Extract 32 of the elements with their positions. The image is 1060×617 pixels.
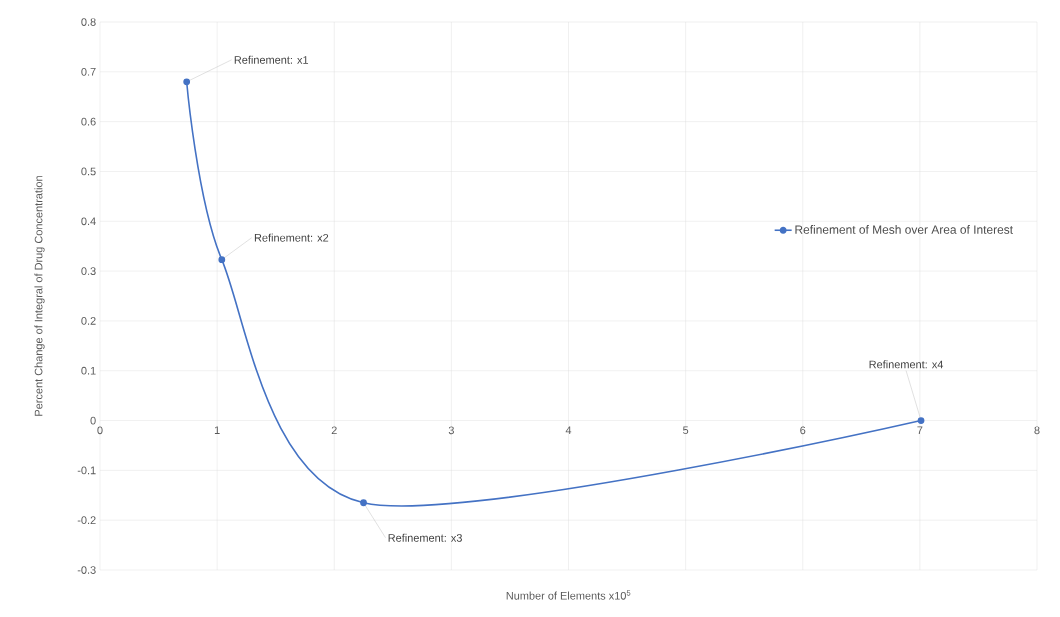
y-tick-label: -0.3 (77, 566, 96, 574)
annotation: Refinement: x3 (388, 533, 462, 542)
y-tick-label: 0.7 (81, 67, 96, 76)
x-tick-label: 4 (565, 426, 572, 434)
y-tick-label: -0.1 (77, 466, 96, 475)
point (183, 78, 191, 86)
x-tick-label: 8 (1034, 426, 1040, 435)
x-tick-label: 6 (800, 426, 806, 435)
x-tick-label: 2 (331, 426, 337, 435)
legend-label: Refinement of Mesh over Area of Interest (795, 225, 1013, 234)
point (917, 417, 925, 424)
x-tick-label: 5 (683, 426, 689, 435)
annotation: Refinement: x4 (869, 360, 944, 369)
y-tick-label: 0.6 (81, 117, 96, 126)
y-tick-label: 0.4 (81, 217, 96, 226)
y-axis-title: Percent Change of Integral of Drug Concentration (34, 176, 45, 416)
x-tick-label: 0 (97, 426, 103, 435)
point (360, 499, 367, 507)
y-tick-label: 0.1 (81, 366, 96, 375)
x-tick-label: 3 (448, 426, 454, 435)
y-tick-label: 0.2 (81, 317, 96, 325)
annotation: Refinement: x2 (254, 233, 329, 242)
y-tick-label: 0.5 (81, 167, 96, 176)
x-tick-label: 7 (917, 426, 923, 434)
y-tick-label: 0.3 (81, 267, 96, 275)
x-axis-title: Number of Elements x10$^{5}$ (506, 590, 631, 600)
y-tick-label: -0.2 (77, 516, 96, 525)
y-tick-label: 0 (90, 416, 96, 425)
annotation: Refinement: x1 (234, 55, 309, 64)
x-tick-label: 1 (214, 426, 220, 434)
point (218, 256, 226, 264)
y-tick-label: 0.8 (81, 18, 96, 26)
